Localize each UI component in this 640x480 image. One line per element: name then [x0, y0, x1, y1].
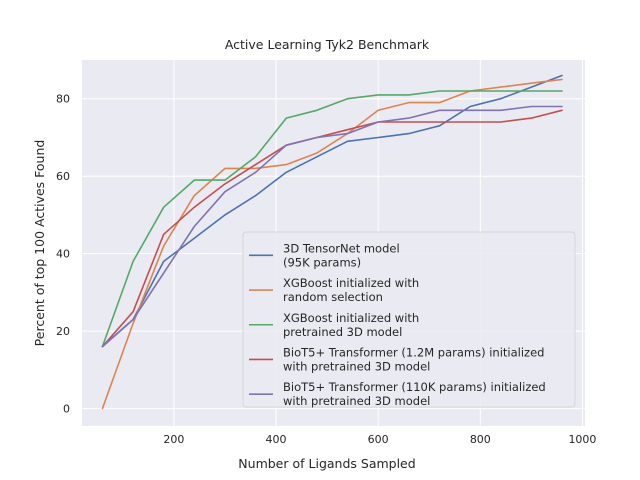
y-tick-label: 40 — [56, 248, 70, 261]
x-tick-label: 800 — [470, 433, 491, 446]
legend-label-1: 3D TensorNet model — [283, 241, 400, 255]
y-tick-label: 60 — [56, 170, 70, 183]
legend-label-5: BioT5+ Transformer (110K params) initial… — [283, 380, 546, 394]
series-line-4 — [101, 109, 563, 348]
legend-label-3: pretrained 3D model — [283, 325, 402, 339]
chart-title: Active Learning Tyk2 Benchmark — [225, 37, 430, 52]
legend-label-3: XGBoost initialized with — [283, 311, 419, 325]
x-tick-label: 1000 — [568, 433, 596, 446]
legend-label-2: random selection — [283, 290, 383, 304]
y-tick-label: 0 — [63, 403, 70, 416]
legend-label-4: with pretrained 3D model — [283, 360, 430, 374]
series-line-5 — [101, 105, 563, 348]
x-tick-label: 600 — [368, 433, 389, 446]
series-lines — [101, 74, 563, 410]
x-axis-label: Number of Ligands Sampled — [238, 456, 415, 471]
legend: 3D TensorNet model(95K params) XGBoost in… — [242, 231, 576, 408]
legend-label-4: BioT5+ Transformer (1.2M params) initial… — [283, 346, 544, 360]
series-line-3 — [101, 90, 563, 348]
tick-labels: 200 400 600 800 1000 0 20 40 60 80 — [56, 93, 596, 446]
legend-label-1: (95K params) — [283, 255, 361, 269]
y-tick-label: 20 — [56, 325, 70, 338]
x-tick-label: 200 — [163, 433, 184, 446]
x-tick-label: 400 — [266, 433, 287, 446]
legend-label-5: with pretrained 3D model — [283, 394, 430, 408]
y-axis-label: Percent of top 100 Actives Found — [32, 140, 47, 347]
legend-frame — [242, 231, 576, 408]
y-tick-label: 80 — [56, 93, 70, 106]
legend-label-2: XGBoost initialized with — [283, 276, 419, 290]
